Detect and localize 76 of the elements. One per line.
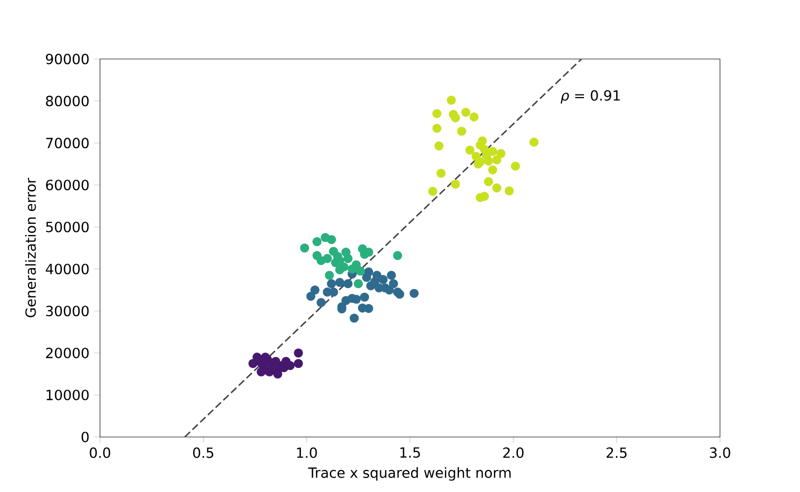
- y-tick-label: 60000: [46, 180, 89, 190]
- point: [335, 278, 344, 287]
- point: [428, 186, 438, 196]
- point: [492, 183, 502, 192]
- point: [372, 270, 382, 280]
- x-tick-label: 0.5: [193, 447, 214, 458]
- point: [306, 292, 316, 301]
- point: [326, 235, 336, 244]
- point: [312, 237, 322, 246]
- point: [450, 180, 460, 189]
- y-tick-label: 30000: [46, 306, 89, 316]
- point: [364, 304, 374, 314]
- point: [446, 96, 456, 105]
- point: [328, 288, 338, 297]
- point: [378, 274, 388, 284]
- point: [356, 266, 365, 276]
- x-tick-label: 2.5: [606, 447, 627, 458]
- point: [343, 254, 353, 264]
- point: [529, 138, 539, 147]
- y-tick-label: 10000: [46, 390, 89, 400]
- point: [350, 314, 359, 323]
- point: [461, 108, 470, 117]
- x-tick-label: 1.5: [400, 447, 420, 458]
- point: [510, 162, 520, 171]
- point: [386, 270, 396, 280]
- y-tick-label: 90000: [46, 54, 89, 64]
- y-tick-label: 40000: [46, 264, 89, 274]
- point: [384, 285, 394, 295]
- point: [322, 254, 332, 264]
- point: [326, 279, 336, 288]
- point: [488, 165, 498, 174]
- point: [488, 146, 498, 156]
- point: [339, 262, 348, 272]
- point: [432, 109, 442, 118]
- y-tick-label: 50000: [46, 222, 89, 232]
- point: [434, 141, 444, 150]
- point: [465, 146, 474, 155]
- point: [294, 358, 303, 368]
- point: [470, 112, 479, 122]
- y-axis-title: Generalization error: [25, 178, 36, 318]
- annotation: ρ = 0.91: [560, 90, 620, 104]
- point: [364, 267, 374, 276]
- point: [256, 367, 266, 376]
- point: [300, 243, 310, 253]
- point: [492, 155, 502, 164]
- x-tick-label: 1.0: [297, 447, 317, 458]
- point: [496, 148, 506, 158]
- point: [504, 186, 514, 196]
- point: [432, 124, 442, 133]
- point: [343, 279, 353, 288]
- x-axis-title: Trace x squared weight norm: [308, 467, 511, 481]
- point: [484, 156, 494, 166]
- x-tick-label: 0.0: [90, 447, 110, 458]
- point: [450, 113, 460, 122]
- point: [352, 260, 361, 270]
- point: [294, 348, 303, 358]
- point: [360, 292, 370, 302]
- point: [248, 358, 258, 368]
- point: [388, 279, 398, 288]
- x-tick-label: 2.0: [503, 447, 524, 458]
- point: [436, 168, 446, 178]
- y-tick-label: 0: [82, 432, 89, 442]
- y-tick-label: 70000: [46, 138, 89, 148]
- point: [457, 126, 466, 136]
- point: [478, 136, 487, 146]
- point: [324, 270, 334, 280]
- point: [310, 285, 320, 295]
- point: [393, 251, 402, 260]
- point: [354, 279, 363, 288]
- point: [264, 367, 274, 376]
- y-tick-label: 80000: [46, 96, 89, 106]
- x-tick-label: 3.0: [710, 447, 730, 458]
- y-tick-label: 20000: [46, 348, 89, 358]
- point: [484, 177, 494, 186]
- point: [410, 288, 419, 298]
- point: [316, 298, 326, 308]
